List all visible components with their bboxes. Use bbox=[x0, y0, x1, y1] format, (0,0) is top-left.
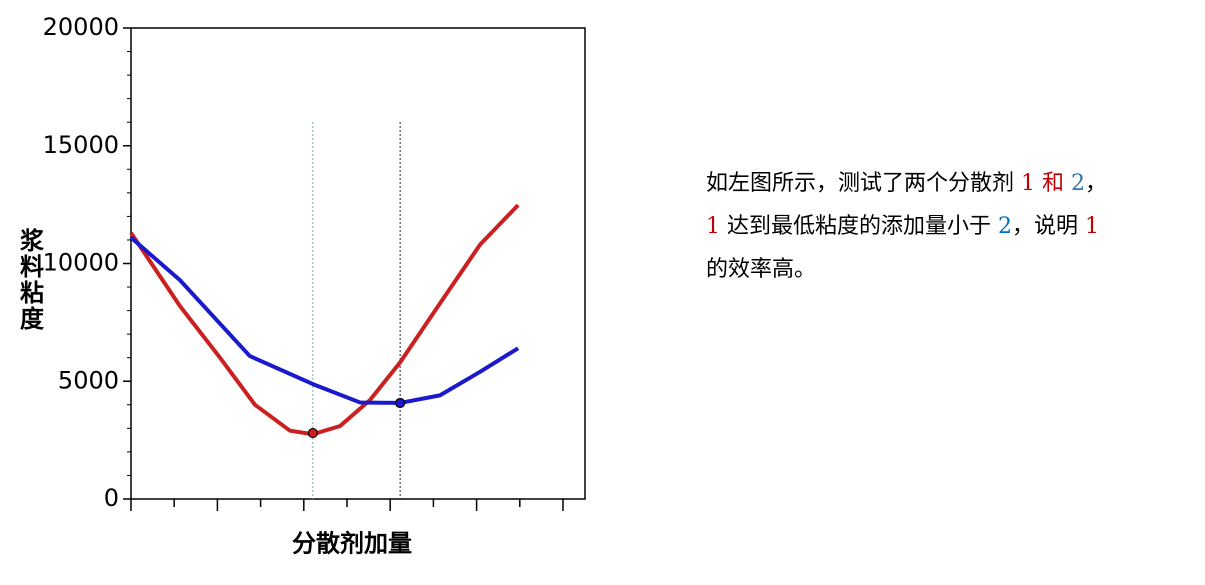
note-text: 2 bbox=[998, 214, 1012, 239]
minimum-marker bbox=[395, 397, 406, 409]
note-text: 如左图所示，测试了两个分散剂 bbox=[706, 171, 1021, 196]
note-text: 1 和 bbox=[1021, 171, 1064, 196]
minimum-marker bbox=[307, 427, 318, 439]
y-tick-label: 5000 bbox=[58, 366, 119, 394]
series-line bbox=[129, 236, 520, 405]
chart: 浆料粘度 分散剂加量 0 5000 10000 15000 20000 bbox=[16, 13, 586, 558]
note-text: 达到最低粘度的添加量小于 bbox=[720, 214, 998, 239]
y-tick-label: 10000 bbox=[43, 249, 119, 277]
note-text: 的效率高。 bbox=[706, 257, 817, 282]
note-text: ，说明 bbox=[1012, 214, 1085, 239]
note-text: 1 bbox=[1085, 214, 1099, 239]
x-axis-label: 分散剂加量 bbox=[292, 529, 412, 558]
y-tick-label: 0 bbox=[104, 484, 119, 512]
note-text: ， bbox=[1085, 171, 1108, 196]
y-axis-label: 浆料粘度 bbox=[16, 227, 45, 332]
note-text: 2 bbox=[1071, 171, 1085, 196]
note-line: 如左图所示，测试了两个分散剂 1 和 2， bbox=[706, 162, 1107, 205]
plot-frame bbox=[130, 27, 586, 500]
note-line: 1 达到最低粘度的添加量小于 2，说明 1 bbox=[706, 205, 1107, 248]
note: 如左图所示，测试了两个分散剂 1 和 2， 1 达到最低粘度的添加量小于 2，说明… bbox=[706, 162, 1107, 291]
series-line bbox=[129, 203, 520, 437]
note-text bbox=[1064, 171, 1071, 196]
y-tick-label: 15000 bbox=[43, 131, 119, 159]
note-line: 的效率高。 bbox=[706, 248, 1107, 291]
y-tick-label: 20000 bbox=[43, 13, 119, 41]
note-text: 1 bbox=[706, 214, 720, 239]
